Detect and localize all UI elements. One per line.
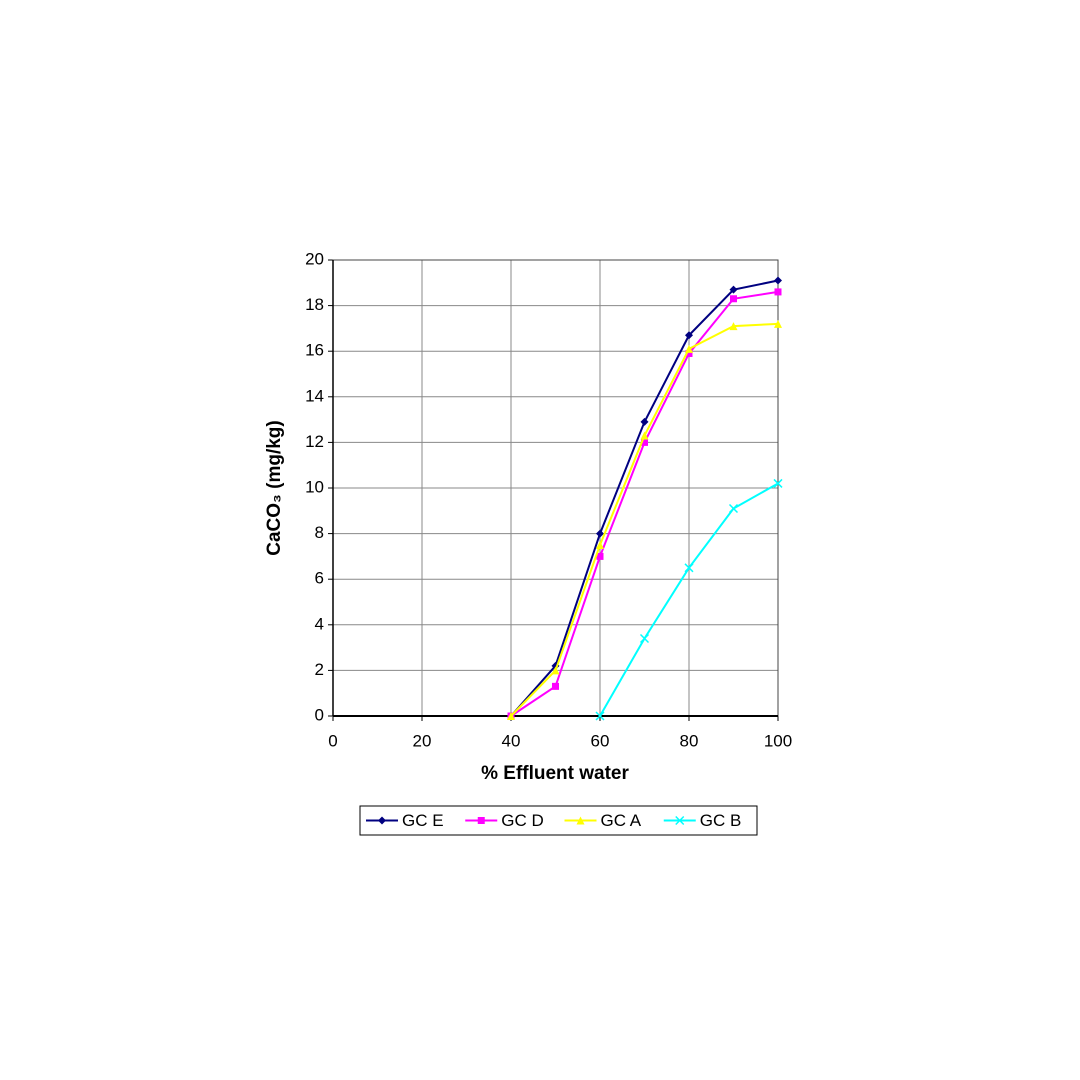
legend-label: GC D <box>501 811 544 830</box>
y-tick-label: 12 <box>305 432 324 451</box>
marker <box>595 711 605 721</box>
marker <box>640 431 649 440</box>
marker <box>774 288 782 296</box>
marker <box>551 666 560 675</box>
marker <box>729 322 738 331</box>
y-tick-label: 16 <box>305 341 324 360</box>
y-tick-label: 20 <box>305 249 324 268</box>
y-tick-label: 8 <box>315 523 324 542</box>
y-tick-label: 6 <box>315 569 324 588</box>
y-tick-label: 2 <box>315 660 324 679</box>
marker <box>507 712 515 720</box>
y-tick-label: 14 <box>305 386 324 405</box>
y-axis-title: CaCO₃ (mg/kg) <box>264 420 285 555</box>
marker <box>641 438 648 446</box>
marker <box>685 344 693 353</box>
marker <box>774 276 782 285</box>
x-tick-label: 60 <box>591 731 610 750</box>
y-tick-label: 4 <box>315 614 324 633</box>
marker <box>596 541 604 549</box>
marker <box>685 349 693 357</box>
legend-label: GC B <box>700 811 742 830</box>
marker <box>596 552 604 560</box>
y-tick-label: 0 <box>315 705 324 724</box>
marker <box>576 816 585 825</box>
marker <box>596 529 604 538</box>
x-axis-title: % Effluent water <box>481 763 629 784</box>
x-tick-label: 100 <box>764 731 792 750</box>
marker <box>640 417 649 426</box>
marker <box>675 815 685 826</box>
marker <box>685 331 693 340</box>
marker <box>378 816 386 825</box>
marker <box>477 817 485 824</box>
marker <box>552 682 559 690</box>
y-tick-label: 18 <box>305 295 324 314</box>
marker <box>639 633 650 644</box>
marker <box>730 295 737 303</box>
marker <box>684 563 694 573</box>
legend-label: GC A <box>601 811 642 830</box>
x-tick-label: 20 <box>413 731 432 750</box>
x-tick-label: 40 <box>502 731 521 750</box>
x-tick-label: 0 <box>328 731 337 750</box>
legend-label: GC E <box>402 811 444 830</box>
marker <box>774 319 782 328</box>
marker <box>728 503 739 514</box>
x-tick-label: 80 <box>680 731 699 750</box>
marker <box>729 285 738 294</box>
y-tick-label: 10 <box>305 477 324 496</box>
marker <box>773 478 783 488</box>
